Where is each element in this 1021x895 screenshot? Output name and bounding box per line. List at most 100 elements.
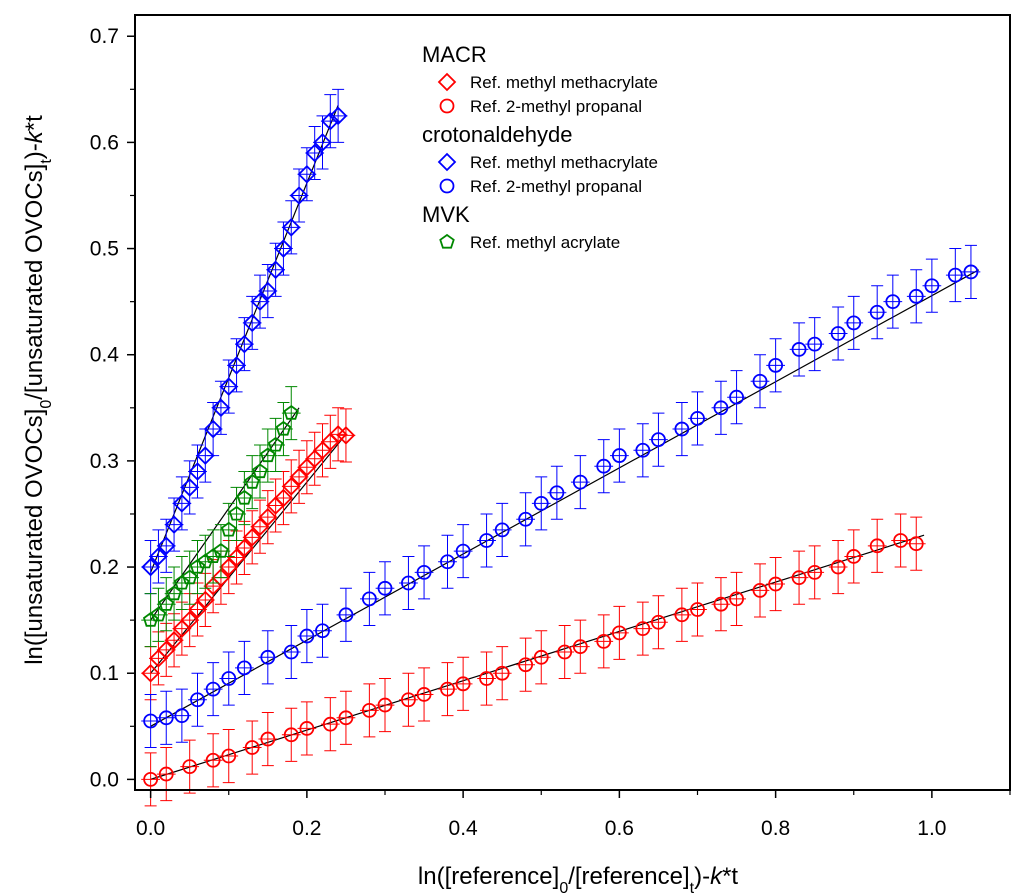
error-bar	[711, 577, 731, 632]
data-point	[260, 447, 276, 463]
data-point	[197, 553, 214, 569]
data-point	[260, 731, 276, 747]
fit-line	[150, 407, 300, 621]
error-bar	[453, 656, 473, 711]
error-bar	[195, 534, 215, 589]
error-bar	[250, 444, 270, 499]
error-bar	[235, 317, 254, 372]
data-point	[729, 389, 744, 405]
data-point	[289, 467, 309, 487]
data-point	[236, 660, 252, 676]
data-point	[713, 400, 729, 416]
data-point	[830, 326, 846, 341]
data-point	[221, 671, 237, 686]
axis-ticks-layer: 0.0 0.2 0.4 0.6 0.8 1.0 0.0 0.1 0.2 0.3 0.4 0.5 0.6 0…	[90, 25, 1011, 840]
data-point	[244, 473, 260, 489]
data-point	[180, 610, 199, 630]
error-bar	[313, 423, 332, 478]
data-point	[283, 404, 299, 420]
series-3	[141, 244, 981, 749]
data-point	[455, 676, 471, 692]
data-point	[401, 575, 416, 591]
data-point	[338, 710, 354, 726]
data-point	[315, 623, 330, 639]
error-bar	[750, 354, 770, 409]
error-bar	[688, 391, 707, 446]
data-point	[244, 740, 260, 755]
error-bar	[672, 587, 692, 642]
y-tick-label: 0.0	[90, 768, 119, 791]
error-bar	[156, 518, 176, 573]
error-bar	[141, 646, 160, 701]
error-bar	[789, 550, 809, 605]
error-bar	[672, 402, 692, 457]
error-bar	[961, 244, 981, 299]
error-bar	[320, 94, 340, 149]
error-bar	[453, 524, 473, 579]
error-bar	[610, 605, 629, 660]
error-bar	[141, 693, 160, 749]
data-point	[322, 716, 338, 732]
error-bar	[594, 439, 614, 494]
error-bar	[594, 614, 614, 669]
error-bar	[375, 561, 395, 616]
data-point	[533, 495, 549, 511]
error-bar	[531, 630, 551, 685]
data-markers-layer	[141, 88, 981, 807]
data-point	[156, 536, 176, 556]
error-bar	[922, 258, 942, 313]
error-bar	[219, 651, 239, 706]
legend-marker	[437, 152, 457, 172]
data-point	[361, 591, 377, 607]
data-point	[807, 336, 823, 352]
error-bar	[570, 619, 590, 674]
error-bar	[305, 431, 325, 486]
error-bar	[805, 545, 825, 600]
error-bar	[438, 662, 457, 717]
error-bar	[180, 739, 200, 794]
error-bar	[844, 295, 864, 350]
data-point	[190, 692, 205, 708]
error-bar	[156, 690, 176, 745]
error-bar	[867, 518, 887, 573]
data-point	[518, 657, 534, 673]
data-point	[299, 628, 315, 644]
data-point	[690, 602, 705, 617]
data-point	[166, 585, 182, 601]
fit-line	[150, 269, 980, 727]
error-bar	[313, 603, 332, 658]
data-point	[158, 710, 174, 726]
error-bar	[164, 497, 184, 552]
error-bar	[633, 601, 653, 656]
data-point	[416, 564, 432, 580]
data-point	[846, 549, 862, 564]
data-point	[142, 611, 159, 627]
error-bar	[633, 423, 653, 478]
error-bar	[336, 408, 356, 463]
data-point	[283, 727, 299, 743]
y-tick-label: 0.4	[90, 344, 120, 367]
error-bar	[188, 672, 207, 727]
data-point	[228, 505, 245, 521]
data-point	[674, 421, 690, 437]
data-point	[908, 536, 924, 552]
plot-frame	[134, 14, 1011, 791]
error-bar	[258, 428, 278, 483]
data-point	[188, 462, 207, 481]
error-bar	[258, 630, 278, 685]
data-point	[189, 558, 206, 574]
data-point	[227, 356, 246, 375]
x-tick-label: 0.0	[136, 817, 165, 840]
y-axis-title: ln([unsaturated OVOCs]0/[unsaturated OVO…	[21, 115, 55, 665]
error-bar	[188, 444, 207, 499]
data-point	[729, 591, 744, 607]
legend-entry-label: Ref. methyl methacrylate	[470, 73, 658, 92]
error-bar	[141, 540, 160, 595]
error-bar	[203, 733, 223, 788]
data-point	[455, 543, 471, 559]
data-point	[150, 606, 167, 622]
error-bar	[172, 555, 192, 611]
error-bar	[336, 690, 356, 745]
data-point	[635, 621, 651, 637]
